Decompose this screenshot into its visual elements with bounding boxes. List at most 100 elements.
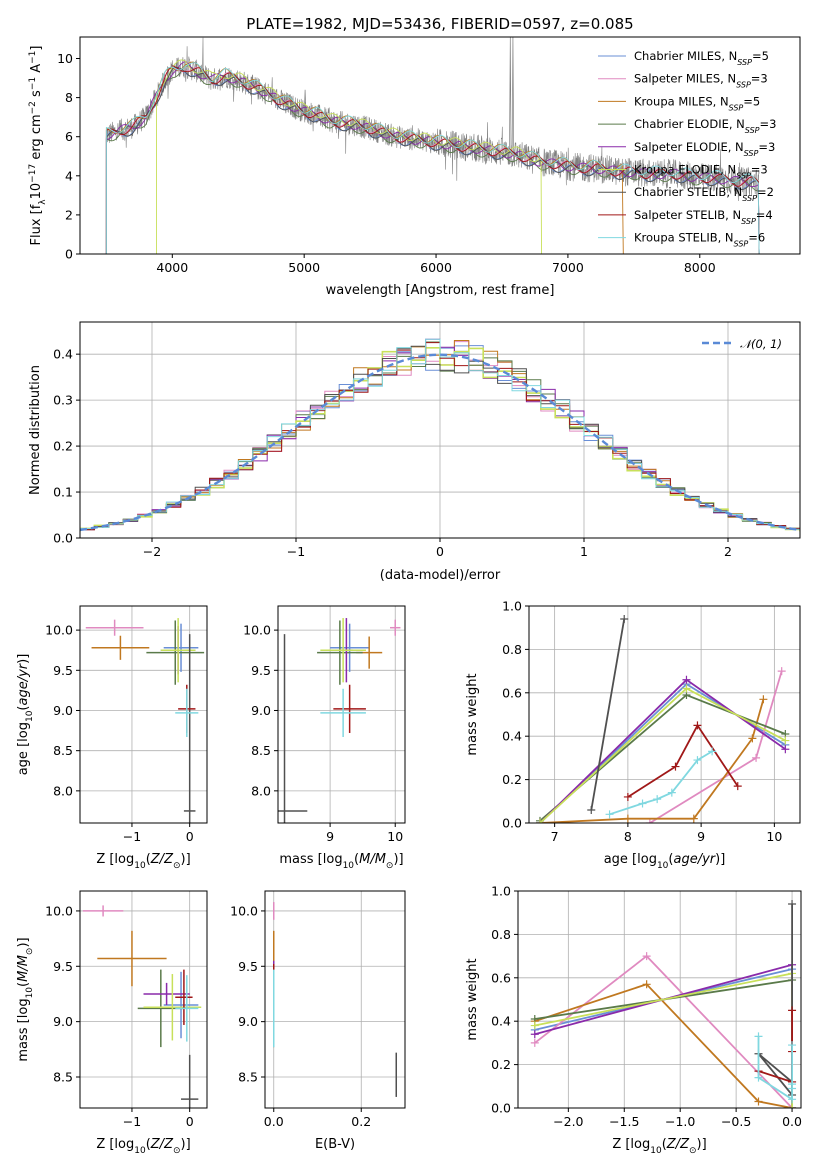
age-weight-marker: [781, 745, 790, 754]
emission-line: [511, 37, 515, 154]
model-fit-5: [156, 59, 542, 254]
hist-legend: 𝒩(0, 1): [702, 337, 782, 351]
spec-xtick-label: 4000: [156, 260, 188, 275]
legend-label: Chabrier ELODIE, NSSP=3: [634, 117, 776, 135]
z-mass-ytick-label: 9.0: [53, 1014, 73, 1029]
legend-sub: SSP: [742, 194, 757, 203]
hist-xtick-label: 2: [724, 544, 732, 559]
hist-ytick-label: 0.1: [53, 485, 73, 500]
z-weight-marker: [754, 1032, 763, 1041]
z-weight-marker: [754, 1073, 763, 1082]
legend-label: Salpeter MILES, NSSP=3: [634, 72, 768, 90]
legend-label: Kroupa MILES, NSSP=5: [634, 94, 760, 112]
hist-xtick-label: −2: [143, 544, 161, 559]
spectrum-xlabel: wavelength [Angstrom, rest frame]: [326, 283, 555, 298]
z-mass-ylabel-part: mass [log: [16, 998, 31, 1061]
z-age-xlabel-part: 10: [134, 861, 146, 871]
z-weight-xtick-label: −0.5: [721, 1114, 751, 1129]
mass-age-frame: 9 10 8.0 8.5 9.0 9.5 10.0: [243, 605, 406, 844]
legend-model-name: Chabrier MILES, N: [634, 49, 737, 63]
z-weight-series-6: [757, 904, 793, 1098]
spec-ytick-label: 2: [65, 207, 73, 222]
legend-model-name: Salpeter MILES, N: [634, 72, 736, 86]
mass-age-xlabel-part: mass [log: [279, 852, 342, 867]
z-age-xlabel-part: )]: [181, 852, 191, 867]
z-weight-xtick-label: −1.5: [609, 1114, 639, 1129]
z-mass-axes: [80, 891, 207, 1108]
age-weight-marker: [693, 756, 702, 765]
age-weight-ytick-label: 1.0: [502, 599, 522, 614]
age-weight-series-7: [627, 723, 739, 798]
legend-nssp: =3: [758, 140, 775, 154]
mass-age-xtick-label: 9: [326, 829, 334, 844]
ebv-mass-ytick-label: 10.0: [230, 903, 258, 918]
spec-xtick-label: 8000: [684, 260, 716, 275]
z-weight-series-2: [534, 983, 793, 1108]
z-mass-frame: −1 0 8.5 9.0 9.5 10.0: [45, 890, 208, 1129]
spectrum-ylabel-part: ]: [29, 46, 44, 51]
age-weight-marker: [682, 675, 691, 684]
z-mass-points: [82, 905, 202, 1108]
age-weight-frame: 7 8 9 10 0.0 0.2 0.4 0.6 0.8 1.0: [502, 599, 801, 844]
age-weight-marker: [759, 695, 768, 704]
z-mass-ylabel: mass [log10(M/M⊙)]: [16, 937, 35, 1061]
ebv-mass-xlabel: E(B-V): [315, 1137, 355, 1152]
age-weight-xtick-label: 8: [624, 829, 632, 844]
age-weight-ytick-label: 0.8: [502, 642, 522, 657]
z-mass-ylabel-part: ⊙: [25, 948, 35, 956]
age-weight-ylabel: mass weight: [465, 673, 480, 755]
age-weight-xlabel-part: 10: [657, 861, 669, 871]
spec-ytick-label: 10: [57, 51, 73, 66]
z-weight-ytick-label: 0.6: [491, 970, 511, 985]
age-weight-xlabel-part: )]: [715, 852, 725, 867]
z-weight-marker: [788, 1104, 797, 1108]
age-weight-ytick-label: 0.4: [502, 729, 522, 744]
age-weight-marker: [638, 799, 647, 808]
z-weight-xlabel-part: Z [log: [612, 1137, 650, 1152]
age-weight-series-6: [590, 618, 626, 811]
z-weight-series-5: [534, 972, 793, 1108]
hist-ytick-label: 0.2: [53, 439, 73, 454]
z-weight-xtick-label: −1.0: [665, 1114, 695, 1129]
age-weight-xtick-label: 7: [551, 829, 559, 844]
z-mass-xlabel-part: (: [146, 1137, 151, 1152]
legend-sub: SSP: [737, 58, 752, 67]
ebv-mass-points: [273, 902, 397, 1097]
age-weight-marker: [708, 747, 717, 756]
age-weight-marker: [752, 753, 761, 762]
age-weight-marker: [620, 615, 629, 624]
legend-sub: SSP: [736, 80, 751, 89]
mass-age-border: [277, 605, 406, 824]
hist-xlabel: (data-model)/error: [380, 568, 501, 583]
z-weight-xlabel: Z [log10(Z/Z⊙)]: [612, 1137, 706, 1156]
legend-model-name: Salpeter ELODIE, N: [634, 140, 744, 154]
z-mass-ytick-label: 8.5: [53, 1070, 73, 1085]
legend-sub: SSP: [729, 103, 744, 112]
hist-frame: −2 −1 0 1 2 0.0 0.1 0.2 0.3 0.4: [53, 321, 801, 559]
ebv-mass-frame: 0.0 0.2 8.5 9.0 9.5 10.0: [230, 890, 406, 1129]
legend-label: Salpeter ELODIE, NSSP=3: [634, 140, 775, 158]
mass-age-xtick-label: 10: [387, 829, 403, 844]
spectrum-ylabel-part: s: [29, 90, 44, 101]
z-mass-ylabel-part: )]: [16, 937, 31, 947]
legend-sub: SSP: [736, 171, 751, 180]
spec-ytick-label: 0: [65, 247, 73, 262]
age-weight-xlabel-part: (: [668, 852, 673, 867]
model-fit-7: [105, 65, 760, 254]
age-weight-ytick-label: 0.6: [502, 685, 522, 700]
z-mass-ytick-label: 9.5: [53, 959, 73, 974]
z-weight-ytick-label: 0.4: [491, 1014, 511, 1029]
z-weight-marker: [788, 1095, 797, 1104]
age-weight-marker: [623, 792, 632, 801]
mass-age-ytick-label: 9.5: [251, 663, 271, 678]
age-weight-marker: [693, 721, 702, 730]
age-weight-marker: [667, 788, 676, 797]
age-weight-marker: [535, 819, 544, 823]
z-mass-xlabel-part: 10: [134, 1146, 146, 1156]
hist-ylabel: Normed distribution: [28, 365, 43, 495]
z-age-ylabel: age [log10(age/yr)]: [16, 654, 35, 776]
mass-age-xlabel-part: M/M: [359, 852, 386, 867]
age-weight-marker: [781, 736, 790, 745]
mass-age-xlabel-part: 10: [343, 861, 355, 871]
